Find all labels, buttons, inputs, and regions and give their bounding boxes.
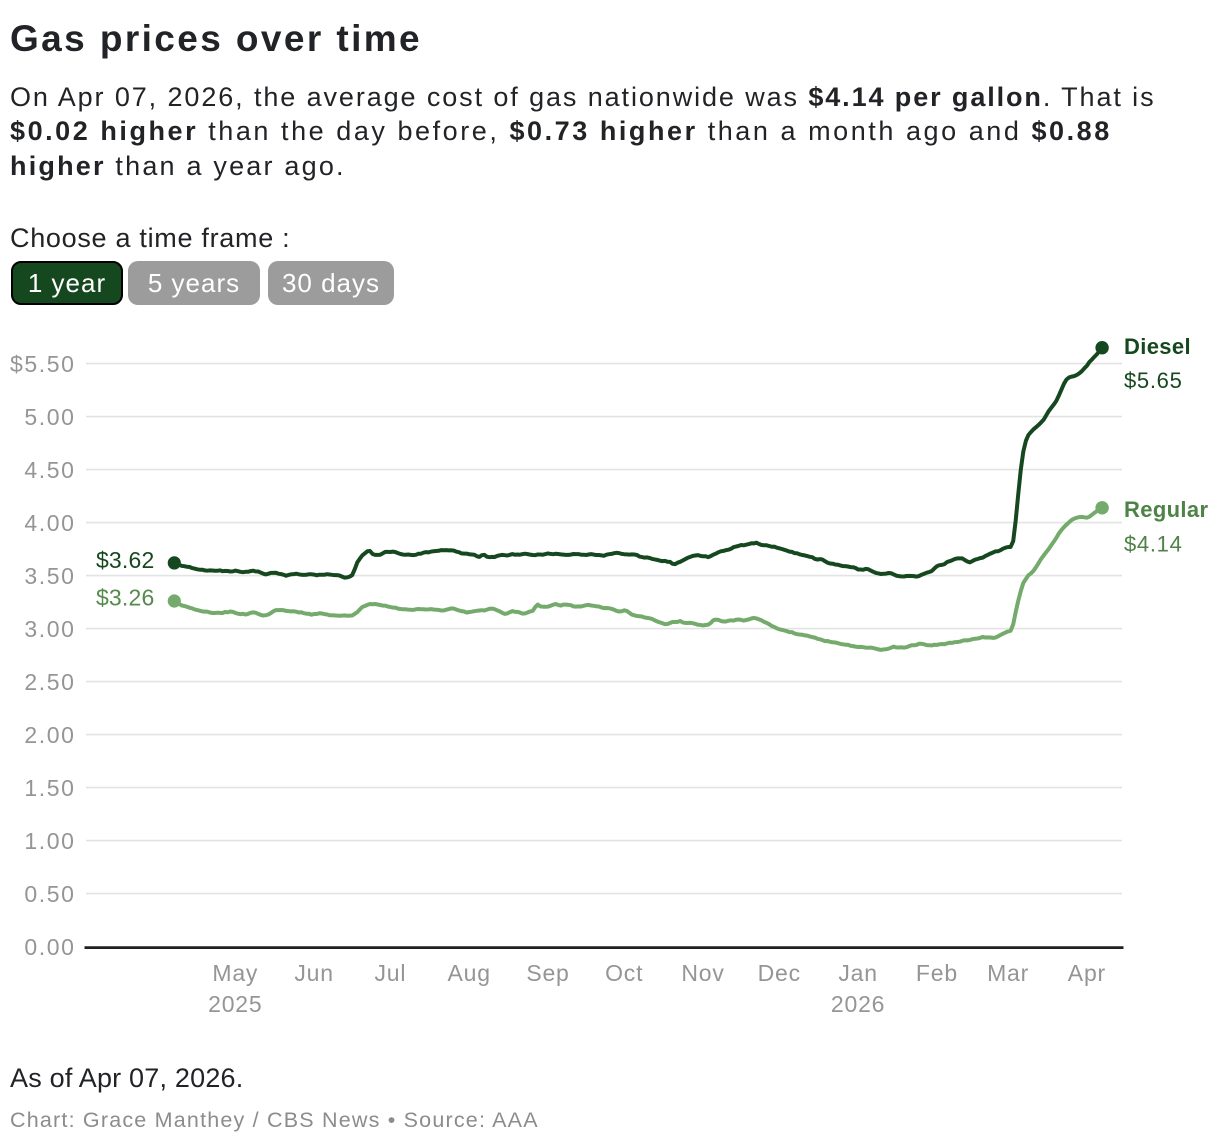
svg-text:1.50: 1.50 bbox=[24, 775, 75, 801]
svg-text:Feb: Feb bbox=[916, 960, 958, 986]
svg-text:Regular: Regular bbox=[1124, 497, 1208, 522]
svg-text:2.00: 2.00 bbox=[24, 722, 75, 748]
svg-text:Dec: Dec bbox=[758, 960, 801, 986]
svg-text:4.50: 4.50 bbox=[24, 457, 75, 483]
svg-text:$5.65: $5.65 bbox=[1124, 368, 1183, 393]
svg-text:Jul: Jul bbox=[374, 960, 406, 986]
svg-text:$3.26: $3.26 bbox=[96, 584, 155, 610]
svg-text:1.00: 1.00 bbox=[24, 828, 75, 854]
svg-text:Apr: Apr bbox=[1068, 960, 1106, 986]
svg-text:Mar: Mar bbox=[987, 960, 1029, 986]
svg-text:3.00: 3.00 bbox=[24, 616, 75, 642]
svg-text:4.00: 4.00 bbox=[24, 510, 75, 536]
svg-text:3.50: 3.50 bbox=[24, 563, 75, 589]
svg-text:May: May bbox=[212, 960, 258, 986]
svg-text:2025: 2025 bbox=[208, 991, 262, 1017]
svg-text:$5.50: $5.50 bbox=[10, 351, 76, 377]
svg-text:0.50: 0.50 bbox=[24, 881, 75, 907]
svg-text:Aug: Aug bbox=[448, 960, 491, 986]
svg-text:$3.62: $3.62 bbox=[96, 547, 155, 573]
svg-text:2.50: 2.50 bbox=[24, 669, 75, 695]
svg-text:Oct: Oct bbox=[605, 960, 643, 986]
svg-text:Nov: Nov bbox=[681, 960, 724, 986]
svg-text:Diesel: Diesel bbox=[1124, 334, 1191, 359]
svg-text:$4.14: $4.14 bbox=[1124, 532, 1183, 557]
svg-text:Jan: Jan bbox=[838, 960, 877, 986]
svg-text:Sep: Sep bbox=[526, 960, 569, 986]
svg-text:Jun: Jun bbox=[294, 960, 333, 986]
svg-text:0.00: 0.00 bbox=[24, 934, 75, 960]
svg-text:5.00: 5.00 bbox=[24, 404, 75, 430]
svg-text:2026: 2026 bbox=[831, 991, 885, 1017]
